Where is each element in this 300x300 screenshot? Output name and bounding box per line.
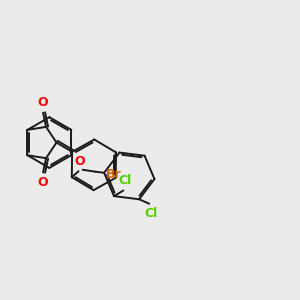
Text: Br: Br [106,169,122,182]
Text: O: O [75,155,85,168]
Text: Cl: Cl [118,174,132,187]
Text: Cl: Cl [145,207,158,220]
Text: O: O [38,176,48,189]
Text: O: O [38,96,48,109]
